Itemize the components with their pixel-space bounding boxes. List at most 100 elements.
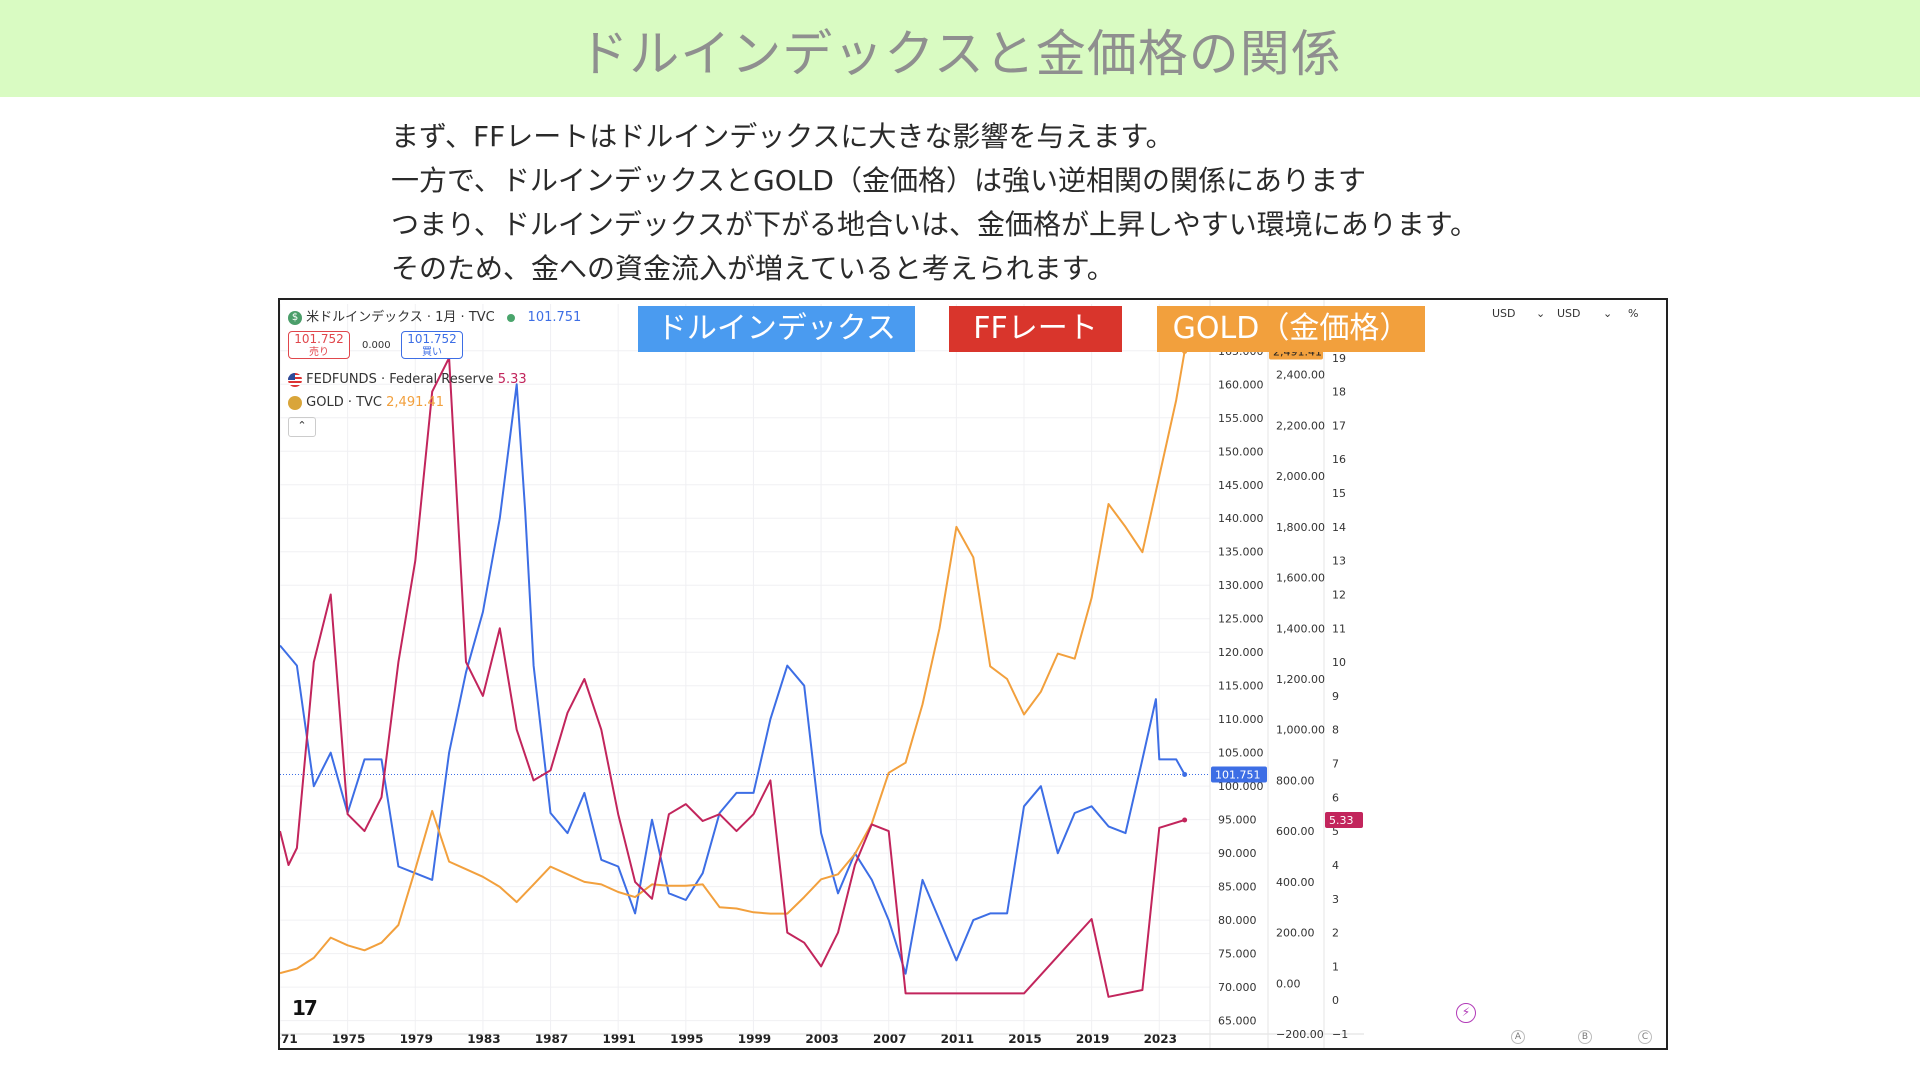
y-tick-label-a: 110.000 bbox=[1218, 713, 1264, 726]
y-tick-label-c: 19 bbox=[1332, 352, 1346, 365]
y-tick-label-c: 17 bbox=[1332, 419, 1346, 432]
y-tick-label-a: 115.000 bbox=[1218, 680, 1264, 693]
last-value-badge bbox=[1211, 766, 1267, 783]
sell-price: 101.752 bbox=[294, 332, 344, 346]
axis-c-unit[interactable]: % bbox=[1628, 307, 1639, 320]
symbol-legend[interactable]: $ 米ドルインデックス · 1月 · TVC 101.751 bbox=[288, 306, 581, 325]
y-tick-label-a: 90.000 bbox=[1218, 847, 1257, 860]
x-tick-label: 2015 bbox=[1008, 1032, 1041, 1046]
chart[interactable]: 1971197519791983198719911995199920032007… bbox=[280, 300, 1666, 1048]
fedfunds-legend[interactable]: FEDFUNDS · Federal Reserve 5.33 bbox=[288, 372, 527, 387]
spread-value: 0.000 bbox=[362, 340, 391, 351]
scale-a-button[interactable]: A bbox=[1511, 1030, 1525, 1044]
y-tick-label-c: 3 bbox=[1332, 893, 1339, 906]
tradingview-logo: 17 bbox=[292, 996, 318, 1020]
y-tick-label-c: −1 bbox=[1332, 1028, 1348, 1041]
y-tick-label-a: 130.000 bbox=[1218, 579, 1264, 592]
symbol-name: 米ドルインデックス · 1月 · TVC bbox=[306, 310, 495, 325]
y-tick-label-a: 135.000 bbox=[1218, 546, 1264, 559]
y-tick-label-a: 155.000 bbox=[1218, 412, 1264, 425]
y-tick-label-b: 0.00 bbox=[1276, 977, 1301, 990]
axis-a-unit[interactable]: USD bbox=[1492, 307, 1516, 320]
y-tick-label-a: 100.000 bbox=[1218, 780, 1264, 793]
y-tick-label-b: 200.00 bbox=[1276, 927, 1315, 940]
dxy-tag: ドルインデックス bbox=[638, 306, 915, 352]
y-tick-label-b: −200.00 bbox=[1276, 1028, 1324, 1041]
x-tick-label: 1975 bbox=[332, 1032, 365, 1046]
y-tick-label-a: 105.000 bbox=[1218, 747, 1264, 760]
x-tick-label: 1991 bbox=[602, 1032, 635, 1046]
scale-b-button[interactable]: B bbox=[1578, 1030, 1592, 1044]
y-tick-label-c: 18 bbox=[1332, 386, 1346, 399]
y-tick-label-c: 14 bbox=[1332, 521, 1346, 534]
x-tick-label: 1995 bbox=[670, 1032, 703, 1046]
intro-line: 一方で、ドルインデックスとGOLD（金価格）は強い逆相関の関係にあります bbox=[391, 164, 1366, 197]
gold-value: 2,491.41 bbox=[386, 395, 445, 410]
y-tick-label-a: 65.000 bbox=[1218, 1015, 1257, 1028]
y-tick-label-b: 1,400.00 bbox=[1276, 622, 1325, 635]
y-tick-label-a: 125.000 bbox=[1218, 613, 1264, 626]
x-tick-label: 2019 bbox=[1076, 1032, 1109, 1046]
y-tick-label-a: 70.000 bbox=[1218, 981, 1257, 994]
y-tick-label-c: 5 bbox=[1332, 825, 1339, 838]
y-tick-label-c: 8 bbox=[1332, 724, 1339, 737]
series-last-point bbox=[1182, 817, 1188, 823]
y-tick-label-c: 16 bbox=[1332, 453, 1346, 466]
y-tick-label-c: 6 bbox=[1332, 791, 1339, 804]
x-tick-label: 2023 bbox=[1144, 1032, 1177, 1046]
y-tick-label-a: 80.000 bbox=[1218, 914, 1257, 927]
last-value-badge bbox=[1325, 811, 1363, 828]
y-tick-label-b: 2,200.00 bbox=[1276, 419, 1325, 432]
intro-line: まず、FFレートはドルインデックスに大きな影響を与えます。 bbox=[391, 120, 1174, 153]
y-tick-label-b: 600.00 bbox=[1276, 825, 1315, 838]
series-line bbox=[280, 383, 1186, 975]
series-line bbox=[280, 351, 1186, 975]
y-tick-label-b: 1,200.00 bbox=[1276, 673, 1325, 686]
gold-legend[interactable]: GOLD · TVC 2,491.41 bbox=[288, 395, 444, 410]
axis-a-menu-icon[interactable]: ⌄ bbox=[1536, 307, 1546, 320]
y-tick-label-a: 95.000 bbox=[1218, 814, 1257, 827]
intro-line: つまり、ドルインデックスが下がる地合いは、金価格が上昇しやすい環境にあります。 bbox=[391, 208, 1478, 241]
last-value-label: 101.751 bbox=[1215, 768, 1261, 781]
sell-button[interactable]: 101.752 売り bbox=[288, 331, 350, 359]
y-tick-label-c: 7 bbox=[1332, 758, 1339, 771]
fedfunds-name: FEDFUNDS · Federal Reserve bbox=[306, 372, 494, 387]
x-tick-label: 1999 bbox=[738, 1032, 771, 1046]
y-tick-label-b: 1,800.00 bbox=[1276, 521, 1325, 534]
y-tick-label-b: 2,000.00 bbox=[1276, 470, 1325, 483]
y-tick-label-a: 85.000 bbox=[1218, 881, 1257, 894]
page-title: ドルインデックスと金価格の関係 bbox=[578, 25, 1342, 83]
fedfunds-value: 5.33 bbox=[497, 372, 527, 387]
y-tick-label-c: 12 bbox=[1332, 588, 1346, 601]
y-tick-label-b: 400.00 bbox=[1276, 876, 1315, 889]
x-tick-label: 1987 bbox=[535, 1032, 568, 1046]
y-tick-label-b: 2,400.00 bbox=[1276, 369, 1325, 382]
gold-icon bbox=[288, 395, 302, 410]
lightning-icon[interactable]: ⚡ bbox=[1456, 1003, 1476, 1023]
series-line bbox=[280, 356, 1185, 998]
buy-price: 101.752 bbox=[407, 332, 457, 346]
last-value-label: 5.33 bbox=[1329, 814, 1354, 827]
y-tick-label-c: 15 bbox=[1332, 487, 1346, 500]
y-tick-label-a: 145.000 bbox=[1218, 479, 1264, 492]
buy-label: 買い bbox=[422, 347, 442, 358]
ff-rate-tag: FFレート bbox=[949, 306, 1122, 352]
y-tick-label-c: 4 bbox=[1332, 859, 1339, 872]
dollar-icon: $ bbox=[288, 310, 302, 325]
x-tick-label: 2003 bbox=[805, 1032, 838, 1046]
y-tick-label-c: 10 bbox=[1332, 656, 1346, 669]
y-tick-label-a: 160.000 bbox=[1218, 378, 1264, 391]
y-tick-label-b: 1,000.00 bbox=[1276, 724, 1325, 737]
x-tick-label: 1971 bbox=[280, 1032, 298, 1046]
collapse-legend-button[interactable]: ⌃ bbox=[288, 417, 316, 437]
buy-button[interactable]: 101.752 買い bbox=[401, 331, 463, 359]
scale-c-button[interactable]: C bbox=[1638, 1030, 1652, 1044]
axis-b-unit[interactable]: USD bbox=[1557, 307, 1581, 320]
y-tick-label-c: 9 bbox=[1332, 690, 1339, 703]
series-last-point bbox=[1182, 771, 1188, 777]
y-tick-label-b: 1,600.00 bbox=[1276, 572, 1325, 585]
axis-b-menu-icon[interactable]: ⌄ bbox=[1603, 307, 1613, 320]
sell-label: 売り bbox=[309, 347, 329, 358]
chart-frame bbox=[278, 298, 1668, 1050]
x-tick-label: 1979 bbox=[400, 1032, 433, 1046]
